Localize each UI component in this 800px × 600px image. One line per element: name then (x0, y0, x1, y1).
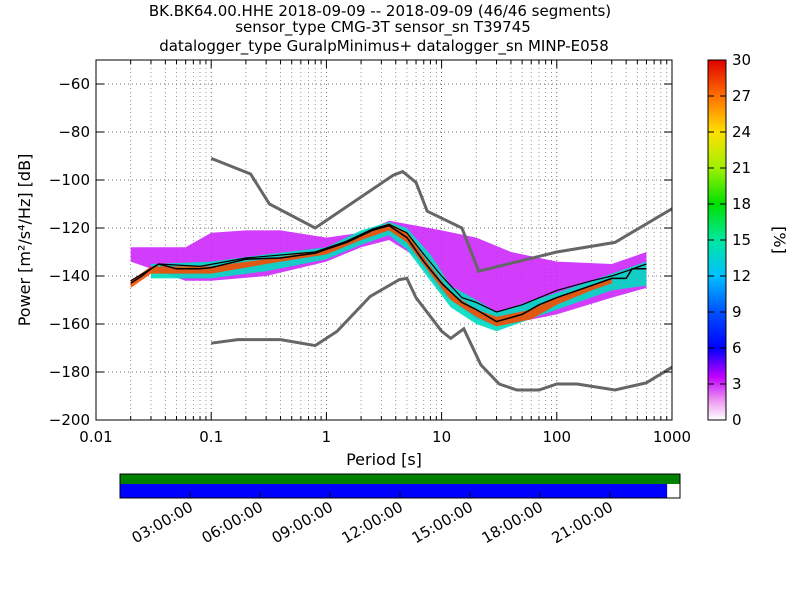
x-axis-label: Period [s] (346, 450, 422, 469)
colorbar-tick-label: 15 (732, 231, 751, 249)
psd-density (130, 220, 647, 332)
y-tick-label: −160 (49, 315, 90, 333)
axis-ticks: 0.01 0.1 1 10 100 1000 −200 −180 −160 −140 −120 −10… (49, 60, 691, 446)
time-tick-label: 21:00:00 (549, 498, 616, 547)
colorbar-tick-label: 9 (732, 303, 742, 321)
colorbar-ticks: 0 3 6 9 12 15 18 21 24 27 30 (708, 51, 751, 429)
chart-subtitle-sensor: sensor_type CMG-3T sensor_sn T39745 (235, 18, 531, 37)
nlnm-line (210, 276, 672, 392)
time-tick-label: 18:00:00 (479, 498, 546, 547)
colorbar-tick-label: 12 (732, 267, 751, 285)
colorbar-tick-label: 24 (732, 123, 751, 141)
density-band (130, 220, 647, 327)
colorbar-tick-label: 0 (732, 411, 742, 429)
y-tick-label: −100 (49, 171, 90, 189)
colorbar-tick-label: 21 (732, 159, 751, 177)
x-tick-label: 100 (542, 428, 571, 446)
model-lines (130, 157, 672, 392)
chart-subtitle-datalogger: datalogger_type GuralpMinimus+ datalogge… (159, 37, 609, 56)
x-tick-label: 1000 (653, 428, 691, 446)
data-coverage-bar (120, 474, 680, 484)
x-tick-label: 10 (432, 428, 451, 446)
y-tick-label: −200 (49, 411, 90, 429)
time-tick-label: 12:00:00 (339, 498, 406, 547)
y-tick-label: −80 (58, 123, 90, 141)
y-tick-label: −120 (49, 219, 90, 237)
x-tick-label: 0.1 (199, 428, 223, 446)
y-axis-label: Power [m²/s⁴/Hz] [dB] (15, 154, 34, 327)
x-tick-label: 0.01 (79, 428, 112, 446)
density-band (151, 222, 647, 332)
nhnm-line (210, 157, 672, 273)
colorbar-tick-label: 18 (732, 195, 751, 213)
y-tick-label: −60 (58, 75, 90, 93)
x-tick-label: 1 (322, 428, 332, 446)
colorbar-label: [%] (770, 226, 789, 254)
colorbar-tick-label: 30 (732, 51, 751, 69)
time-tick-label: 03:00:00 (129, 498, 196, 547)
y-tick-label: −140 (49, 267, 90, 285)
chart-title: BK.BK64.00.HHE 2018-09-09 -- 2018-09-09 … (149, 2, 611, 20)
plot-frame (95, 59, 673, 421)
coverage-bar: 03:00:00 06:00:00 09:00:00 12:00:00 15:00:00… (119, 473, 681, 547)
colorbar-tick-label: 27 (732, 87, 751, 105)
mean-line (130, 223, 647, 313)
y-tick-label: −180 (49, 363, 90, 381)
mode-line (130, 224, 647, 323)
colorbar-tick-label: 6 (732, 339, 742, 357)
time-tick-label: 06:00:00 (199, 498, 266, 547)
psd-coverage-bar (120, 484, 668, 498)
time-tick-label: 09:00:00 (269, 498, 336, 547)
colorbar-tick-label: 3 (732, 375, 742, 393)
time-tick-label: 15:00:00 (409, 498, 476, 547)
